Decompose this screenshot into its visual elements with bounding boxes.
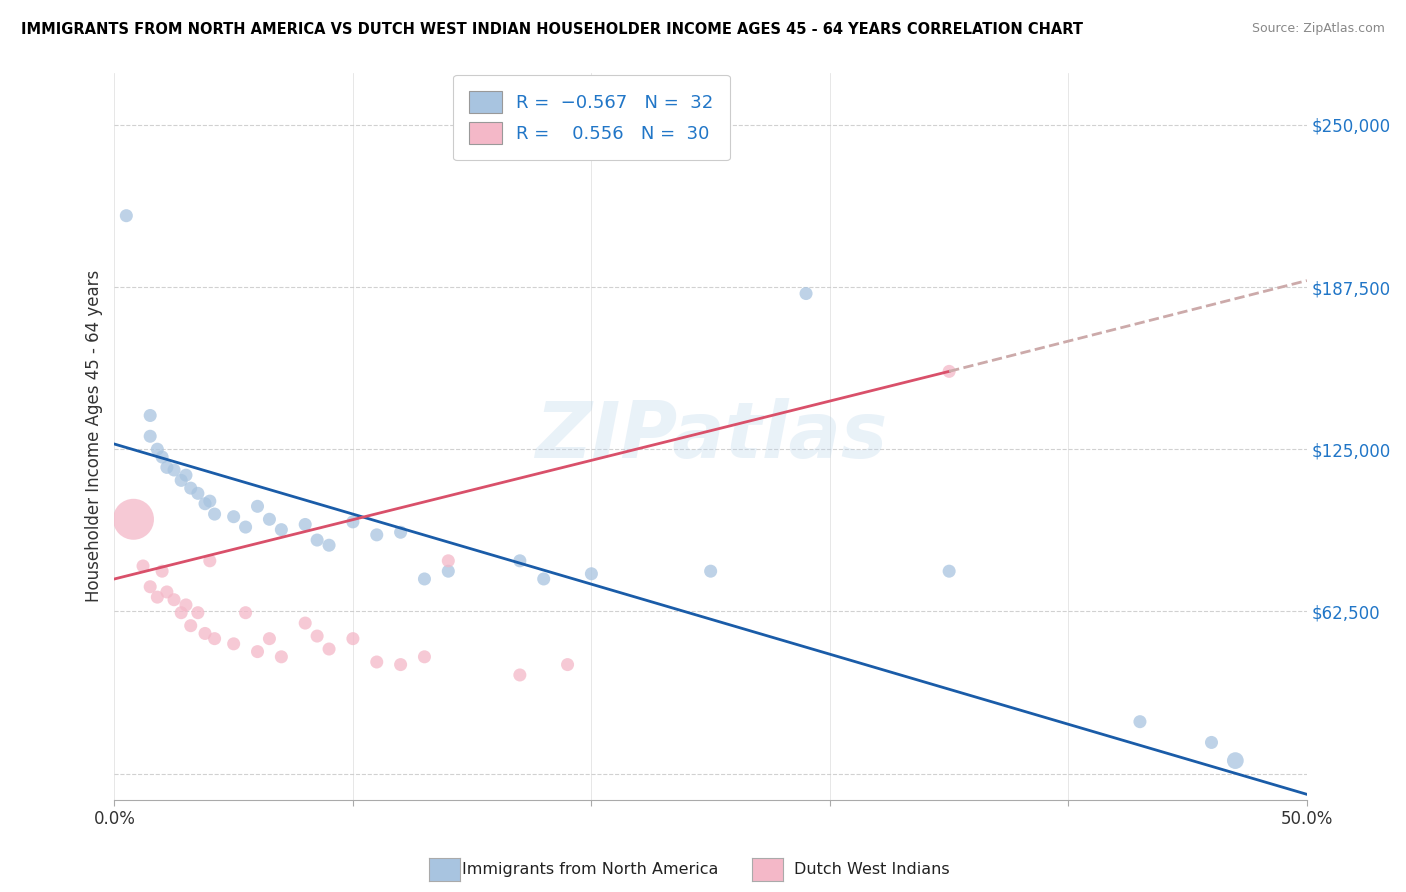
- Point: [146, 442, 169, 457]
- Point: [437, 554, 460, 568]
- Point: [342, 515, 364, 529]
- Point: [146, 590, 169, 604]
- Point: [187, 486, 209, 500]
- Y-axis label: Householder Income Ages 45 - 64 years: Householder Income Ages 45 - 64 years: [86, 270, 103, 602]
- Point: [413, 649, 436, 664]
- Point: [246, 500, 269, 514]
- Point: [270, 649, 292, 664]
- Point: [163, 463, 186, 477]
- Point: [132, 559, 155, 574]
- Point: [366, 655, 388, 669]
- Point: [187, 606, 209, 620]
- Text: Dutch West Indians: Dutch West Indians: [794, 863, 949, 877]
- Point: [1129, 714, 1152, 729]
- Point: [180, 481, 202, 495]
- Point: [509, 668, 531, 682]
- Point: [170, 606, 193, 620]
- Point: [294, 517, 316, 532]
- Point: [204, 507, 226, 521]
- Point: [180, 618, 202, 632]
- Point: [150, 564, 173, 578]
- Point: [389, 525, 412, 540]
- Point: [235, 606, 257, 620]
- Point: [156, 585, 179, 599]
- Point: [938, 364, 960, 378]
- Text: Immigrants from North America: Immigrants from North America: [463, 863, 718, 877]
- Legend: R =  −0.567   N =  32, R =    0.556   N =  30: R = −0.567 N = 32, R = 0.556 N = 30: [453, 75, 730, 161]
- Text: ZIPatlas: ZIPatlas: [534, 398, 887, 475]
- Point: [509, 554, 531, 568]
- Point: [1201, 735, 1223, 749]
- Point: [581, 566, 603, 581]
- Point: [307, 533, 329, 547]
- Point: [318, 642, 340, 657]
- Point: [259, 512, 281, 526]
- Point: [318, 538, 340, 552]
- Point: [115, 209, 138, 223]
- Point: [413, 572, 436, 586]
- Point: [259, 632, 281, 646]
- Point: [198, 494, 221, 508]
- Point: [170, 474, 193, 488]
- Point: [194, 497, 217, 511]
- Point: [389, 657, 412, 672]
- Point: [270, 523, 292, 537]
- Point: [156, 460, 179, 475]
- Point: [194, 626, 217, 640]
- Point: [174, 468, 197, 483]
- Point: [163, 592, 186, 607]
- Point: [222, 637, 245, 651]
- Point: [938, 564, 960, 578]
- Point: [174, 598, 197, 612]
- Point: [437, 564, 460, 578]
- Point: [533, 572, 555, 586]
- Point: [794, 286, 817, 301]
- Point: [122, 512, 145, 526]
- Text: IMMIGRANTS FROM NORTH AMERICA VS DUTCH WEST INDIAN HOUSEHOLDER INCOME AGES 45 - : IMMIGRANTS FROM NORTH AMERICA VS DUTCH W…: [21, 22, 1083, 37]
- Point: [235, 520, 257, 534]
- Point: [294, 616, 316, 631]
- Point: [150, 450, 173, 464]
- Point: [1225, 754, 1247, 768]
- Point: [139, 580, 162, 594]
- Point: [557, 657, 579, 672]
- Point: [366, 528, 388, 542]
- Point: [204, 632, 226, 646]
- Point: [342, 632, 364, 646]
- Text: Source: ZipAtlas.com: Source: ZipAtlas.com: [1251, 22, 1385, 36]
- Point: [139, 409, 162, 423]
- Point: [307, 629, 329, 643]
- Point: [139, 429, 162, 443]
- Point: [246, 645, 269, 659]
- Point: [198, 554, 221, 568]
- Point: [222, 509, 245, 524]
- Point: [699, 564, 721, 578]
